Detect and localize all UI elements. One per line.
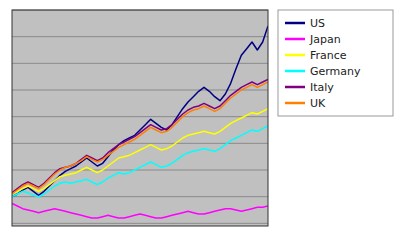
legend-swatch (285, 38, 305, 41)
plot-background (12, 10, 268, 226)
legend: US Japan France Germany Italy UK (278, 10, 393, 116)
grid-line (12, 36, 268, 37)
legend-swatch (285, 54, 305, 57)
grid (12, 10, 268, 223)
lines (12, 26, 268, 218)
series-line (12, 82, 268, 194)
legend-label: Japan (309, 33, 341, 46)
grid-line (12, 143, 268, 144)
grid-line (12, 170, 268, 171)
legend-label: France (310, 49, 347, 62)
legend-swatch (285, 86, 305, 89)
legend-label: US (310, 17, 325, 30)
grid-line (12, 223, 268, 224)
series-line (12, 109, 268, 194)
grid-line (12, 116, 268, 117)
grid-line (12, 63, 268, 64)
plot-frame (12, 10, 268, 226)
series-line (12, 26, 268, 197)
series-line (12, 126, 268, 197)
series-line (12, 203, 268, 218)
legend-swatch (285, 102, 305, 105)
legend-swatch (285, 22, 305, 25)
legend-swatch (285, 70, 305, 73)
legend-label: UK (310, 97, 326, 110)
grid-line (12, 196, 268, 197)
legend-box (278, 10, 393, 116)
chart: US Japan France Germany Italy UK (0, 0, 401, 238)
legend-label: Germany (310, 65, 361, 78)
legend-label: Italy (310, 81, 334, 94)
grid-line (12, 90, 268, 91)
